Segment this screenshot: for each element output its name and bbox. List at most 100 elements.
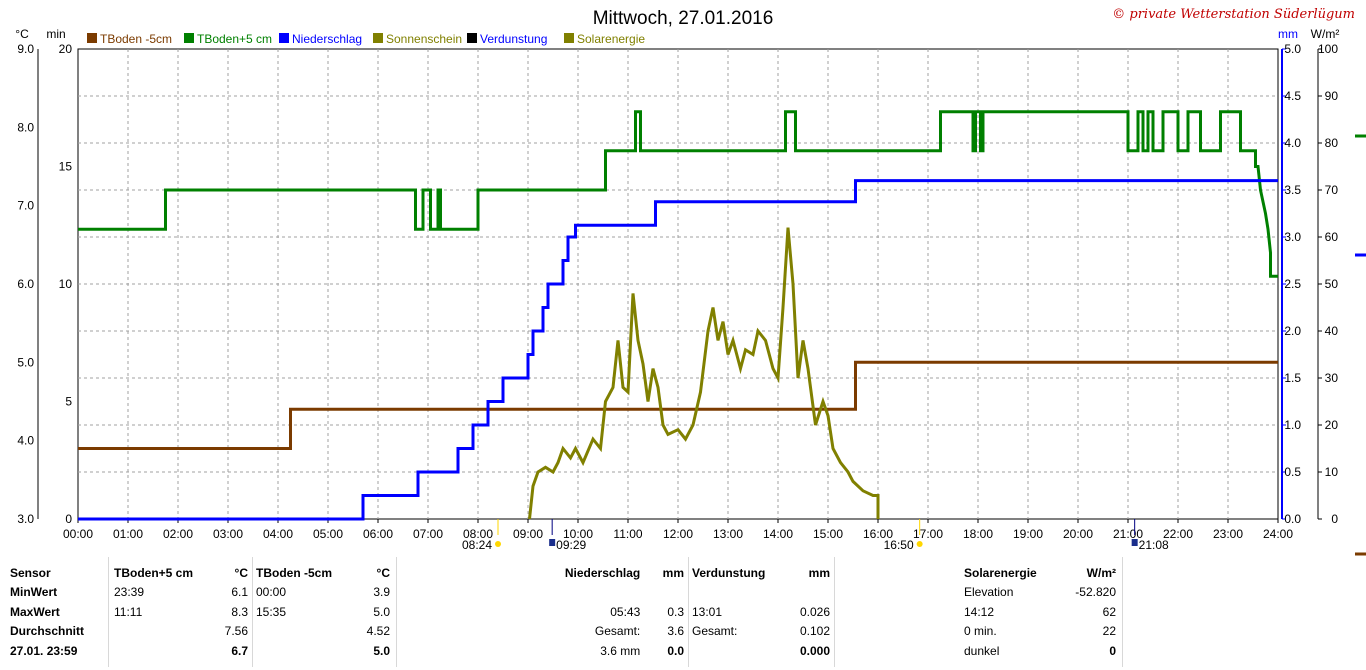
- left-axis-celsius-label: 8.0: [17, 120, 34, 134]
- sunrise-time: 08:24: [462, 538, 492, 552]
- sun-markers: 08:24 16:50 09:29 21:08: [462, 519, 1169, 552]
- legend-label: Solarenergie: [577, 32, 645, 46]
- col-header: Solarenergie: [964, 565, 1037, 580]
- x-tick-label: 03:00: [213, 527, 243, 541]
- min-value: 3.9: [373, 585, 390, 600]
- x-tick-label: 06:00: [363, 527, 393, 541]
- legend-swatch: [564, 33, 574, 43]
- current-value: 5.0: [373, 643, 390, 658]
- sunrise-sun-icon: [495, 541, 501, 547]
- sum-text: 3.6 mm: [600, 643, 641, 658]
- chart-title: Mittwoch, 27.01.2016: [593, 8, 774, 29]
- right-axis-mm-label: 0.5: [1284, 465, 1301, 479]
- max-time: 14:12: [964, 604, 995, 619]
- x-tick-label: 14:00: [763, 527, 793, 541]
- min-time: 00:00: [256, 585, 287, 600]
- max-time: 15:35: [256, 604, 287, 619]
- left-axis-min-label: 10: [59, 277, 73, 291]
- x-tick-label: 04:00: [263, 527, 293, 541]
- col-unit: °C: [234, 565, 248, 580]
- x-tick-label: 24:00: [1263, 527, 1293, 541]
- row-label: [520, 583, 644, 603]
- right-axis-wm2-label: 10: [1325, 465, 1339, 479]
- right-axis-unit-mm: mm: [1278, 27, 1298, 41]
- col-header: Niederschlag: [564, 565, 641, 580]
- left-axis-celsius-label: 5.0: [17, 355, 34, 369]
- cur-note: [110, 641, 214, 661]
- right-axis-mm-label: 3.5: [1284, 183, 1301, 197]
- right-axis-mm-label: 4.5: [1284, 89, 1301, 103]
- left-axis-celsius-label: 4.0: [17, 434, 34, 448]
- table-separator: [1122, 557, 1123, 667]
- legend-swatch: [467, 33, 477, 43]
- max-value: 62: [1102, 604, 1116, 619]
- table-separator: [834, 557, 835, 667]
- table-separator: [396, 557, 397, 667]
- table-separator: [688, 557, 689, 667]
- x-tick-label: 05:00: [313, 527, 343, 541]
- right-axis-mm-label: 2.0: [1284, 324, 1301, 338]
- series-line-tboden-5cm: [78, 360, 1278, 450]
- copyright-notice: © private Wetterstation Süderlügum: [1112, 7, 1355, 22]
- x-tick-label: 16:00: [863, 527, 893, 541]
- right-axis-wm2-label: 100: [1318, 42, 1338, 56]
- right-axis-wm2-label: 30: [1325, 371, 1339, 385]
- legend-label: Sonnenschein: [386, 32, 462, 46]
- x-tick-label: 12:00: [663, 527, 693, 541]
- left-axis-min-label: 5: [65, 395, 72, 409]
- sunset-sun-icon: [916, 541, 923, 547]
- verdunstung-stats: Verdunstung mm 13:01 0.026 Gesamt: 0.102 0.…: [688, 563, 834, 661]
- series-group: [78, 110, 1278, 521]
- x-tick-label: 23:00: [1213, 527, 1243, 541]
- state-value: 0: [1109, 643, 1116, 658]
- tboden-plus5-stats: TBoden+5 cm °C 23:39 6.1 11:11 8.3 7.56 6.7: [110, 563, 252, 661]
- max-label: MaxWert: [10, 604, 60, 619]
- row-label: [688, 583, 787, 603]
- current-value: 6.7: [231, 643, 248, 658]
- legend-label: TBoden+5 cm: [197, 32, 272, 46]
- right-axis-mm-label: 1.0: [1284, 418, 1301, 432]
- left-axis-unit-celsius: °C: [15, 27, 29, 41]
- avg-value: 4.52: [366, 624, 390, 639]
- right-axis-wm2-label: 50: [1325, 277, 1339, 291]
- x-tick-label: 18:00: [963, 527, 993, 541]
- max-time: 13:01: [692, 604, 723, 619]
- avg-value: 7.56: [224, 624, 248, 639]
- tboden-minus5-stats: TBoden -5cm °C 00:00 3.9 15:35 5.0 4.52 5.0: [252, 563, 394, 661]
- right-axis-wm2-label: 70: [1325, 183, 1339, 197]
- elevation-value: -52.820: [1075, 585, 1116, 600]
- x-tick-label: 21:00: [1113, 527, 1143, 541]
- x-tick-label: 19:00: [1013, 527, 1043, 541]
- current-value: 0.0: [667, 643, 684, 658]
- left-axis-min-label: 20: [59, 42, 73, 56]
- col-header: TBoden -5cm: [256, 565, 333, 580]
- max-time: 05:43: [610, 604, 641, 619]
- legend-label: Niederschlag: [292, 32, 362, 46]
- axes: 00:00 01:00 02:00 03:00 04:00 05:00 06:00 07:00…: [17, 42, 1338, 541]
- avg-label: Durchschnitt: [10, 624, 85, 639]
- x-tick-label: 08:00: [463, 527, 493, 541]
- left-axis-celsius-label: 6.0: [17, 277, 34, 291]
- x-tick-label: 17:00: [913, 527, 943, 541]
- right-axis-unit-wm2: W/m²: [1311, 27, 1340, 41]
- x-tick-label: 02:00: [163, 527, 193, 541]
- row-value: [644, 583, 688, 603]
- x-tick-label: 00:00: [63, 527, 93, 541]
- legend-swatch: [87, 33, 97, 43]
- total-value: 3.6: [667, 624, 684, 639]
- current-label: 27.01. 23:59: [10, 643, 78, 658]
- min-time: 23:39: [114, 585, 145, 600]
- right-axis-wm2-label: 90: [1325, 89, 1339, 103]
- series-line-solarenergie: [528, 227, 880, 520]
- col-header: Verdunstung: [692, 565, 766, 580]
- legend-swatch: [184, 33, 194, 43]
- right-axis-mm-label: 1.5: [1284, 371, 1301, 385]
- col-unit: °C: [376, 565, 390, 580]
- marker-b-time: 21:08: [1139, 538, 1169, 552]
- min-label: MinWert: [10, 585, 58, 600]
- series-line-tboden-5-cm: [78, 110, 1278, 278]
- left-axis-min-label: 15: [59, 160, 73, 174]
- x-tick-label: 22:00: [1163, 527, 1193, 541]
- series-line-niederschlag: [78, 179, 1278, 521]
- col-unit: mm: [662, 565, 684, 580]
